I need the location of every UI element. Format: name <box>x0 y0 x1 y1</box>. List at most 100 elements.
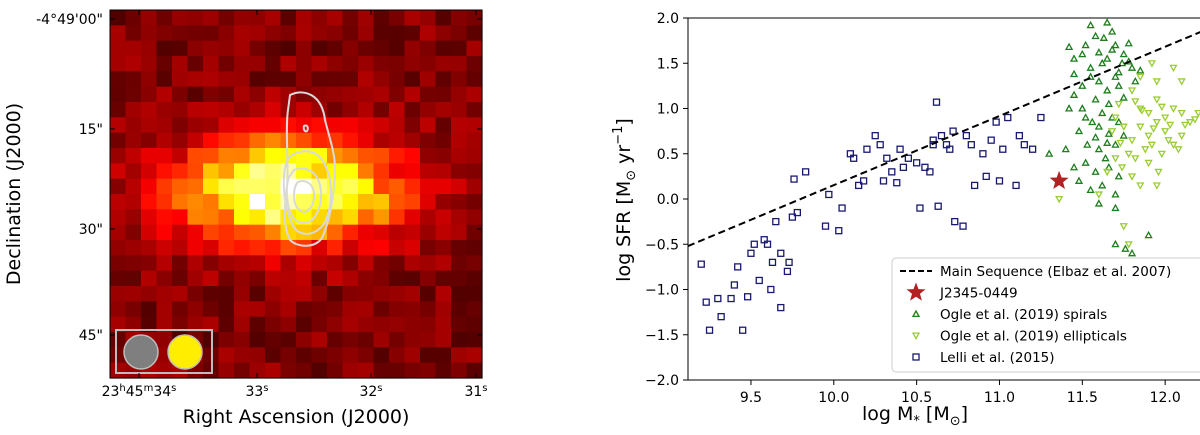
data-point-square <box>888 168 896 176</box>
heatmap-cell <box>141 25 158 42</box>
heatmap-cell <box>358 286 375 302</box>
heatmap-cell <box>172 286 189 302</box>
data-point-triangle-down <box>1136 73 1145 82</box>
legend-star-handle <box>906 282 926 301</box>
x-tick-label: 12.0 <box>1150 390 1181 406</box>
heatmap-cell <box>327 86 344 103</box>
data-point-square <box>863 145 871 153</box>
heatmap-cell <box>156 148 173 164</box>
data-point-square <box>714 294 722 303</box>
heatmap-cell <box>203 71 220 88</box>
heatmap-cell <box>466 56 483 72</box>
heatmap-cell <box>234 71 251 88</box>
heatmap-cell <box>280 86 297 103</box>
heatmap-cell <box>156 25 173 42</box>
heatmap-cell <box>218 148 235 164</box>
heatmap-cell <box>280 301 297 318</box>
heatmap-cell <box>420 40 437 57</box>
heatmap-cell <box>234 132 251 149</box>
heatmap-cell <box>311 194 328 210</box>
heatmap-cell <box>172 148 189 164</box>
heatmap-cell <box>420 10 437 26</box>
data-point-triangle-up <box>1081 113 1090 121</box>
heatmap-cell <box>125 86 142 103</box>
heatmap-cell <box>373 332 390 348</box>
heatmap-cell <box>156 102 173 118</box>
data-point-triangle-down <box>1055 195 1064 204</box>
heatmap-cell <box>373 10 390 26</box>
heatmap-cell <box>373 255 390 272</box>
data-point-triangle-up <box>1108 27 1117 35</box>
data-point-triangle-down <box>1094 191 1103 199</box>
heatmap-cell <box>141 286 158 302</box>
heatmap-cell <box>327 71 344 88</box>
sky-image-panel: 23h45m34s 33s 32s 31s -4°49'00" 15" 30" 45" Rig… <box>0 0 520 431</box>
heatmap-cell <box>358 71 375 88</box>
y-tick-label: 0.0 <box>657 192 679 208</box>
heatmap-cell <box>342 194 359 210</box>
star-marker-j2345 <box>1049 170 1069 189</box>
data-point-triangle-up <box>1103 86 1112 94</box>
heatmap-cell <box>156 270 173 287</box>
heatmap-cell <box>404 163 421 180</box>
heatmap-cell <box>172 255 189 272</box>
heatmap-cell <box>265 132 282 149</box>
heatmap-cell <box>296 71 313 88</box>
heatmap-cell <box>420 71 437 88</box>
heatmap-cell <box>110 332 127 348</box>
heatmap-cell <box>451 347 468 364</box>
data-point-triangle-up <box>1069 69 1079 78</box>
heatmap-cell <box>218 117 235 134</box>
data-point-triangle-down <box>1161 128 1170 136</box>
data-point-square <box>995 177 1004 185</box>
heatmap-cell <box>451 148 468 164</box>
heatmap-cell <box>265 102 282 118</box>
heatmap-cell <box>389 332 406 348</box>
heatmap-cell <box>404 224 421 241</box>
heatmap-cell <box>327 286 344 302</box>
data-point-triangle-up <box>1114 117 1123 126</box>
data-point-triangle-up <box>1094 199 1103 207</box>
heatmap-cell <box>141 86 158 103</box>
heatmap-cell <box>110 240 127 256</box>
data-point-square <box>705 326 714 334</box>
heatmap-cell <box>466 178 483 195</box>
data-point-triangle-down <box>1103 168 1112 177</box>
data-point-triangle-down <box>1114 100 1123 109</box>
heatmap-cell <box>389 148 406 164</box>
heatmap-cell <box>435 86 452 103</box>
data-point-square <box>926 168 934 176</box>
heatmap-cell <box>234 209 251 226</box>
heatmap-cell <box>218 71 235 88</box>
heatmap-cell <box>358 102 375 118</box>
y-axis-label: log SFR [M⊙ yr−1] <box>611 118 639 282</box>
heatmap-cell <box>187 10 204 26</box>
heatmap-cell <box>435 270 452 287</box>
heatmap-cell <box>125 148 142 164</box>
image-frame <box>109 9 483 379</box>
heatmap-cell <box>466 209 483 226</box>
data-point-triangle-down <box>1169 64 1178 73</box>
heatmap-cell <box>342 240 359 256</box>
heatmap-cell <box>373 347 390 364</box>
heatmap-cell <box>249 25 266 42</box>
heatmap-cell <box>466 255 483 272</box>
heatmap-cell <box>358 148 375 164</box>
heatmap-cell <box>203 194 220 210</box>
heatmap-cell <box>110 102 127 118</box>
heatmap-cell <box>435 40 452 57</box>
heatmap-cell <box>156 209 173 226</box>
heatmap-cell <box>110 117 127 134</box>
beam-circle-yellow <box>167 334 203 370</box>
heatmap-cell <box>187 270 204 287</box>
heatmap-cell <box>435 71 452 88</box>
heatmap-cell <box>435 240 452 256</box>
heatmap-cell <box>280 25 297 42</box>
heatmap-cell <box>420 255 437 272</box>
sfr-mass-scatter-chart: 9.510.010.511.011.512.012.5−2.0−1.5−1.0−… <box>611 11 1200 429</box>
heatmap-cell <box>311 362 328 379</box>
heatmap-cell <box>404 270 421 287</box>
heatmap-cell <box>265 10 282 26</box>
heatmap-cell <box>203 40 220 57</box>
heatmap-cell <box>187 86 204 103</box>
